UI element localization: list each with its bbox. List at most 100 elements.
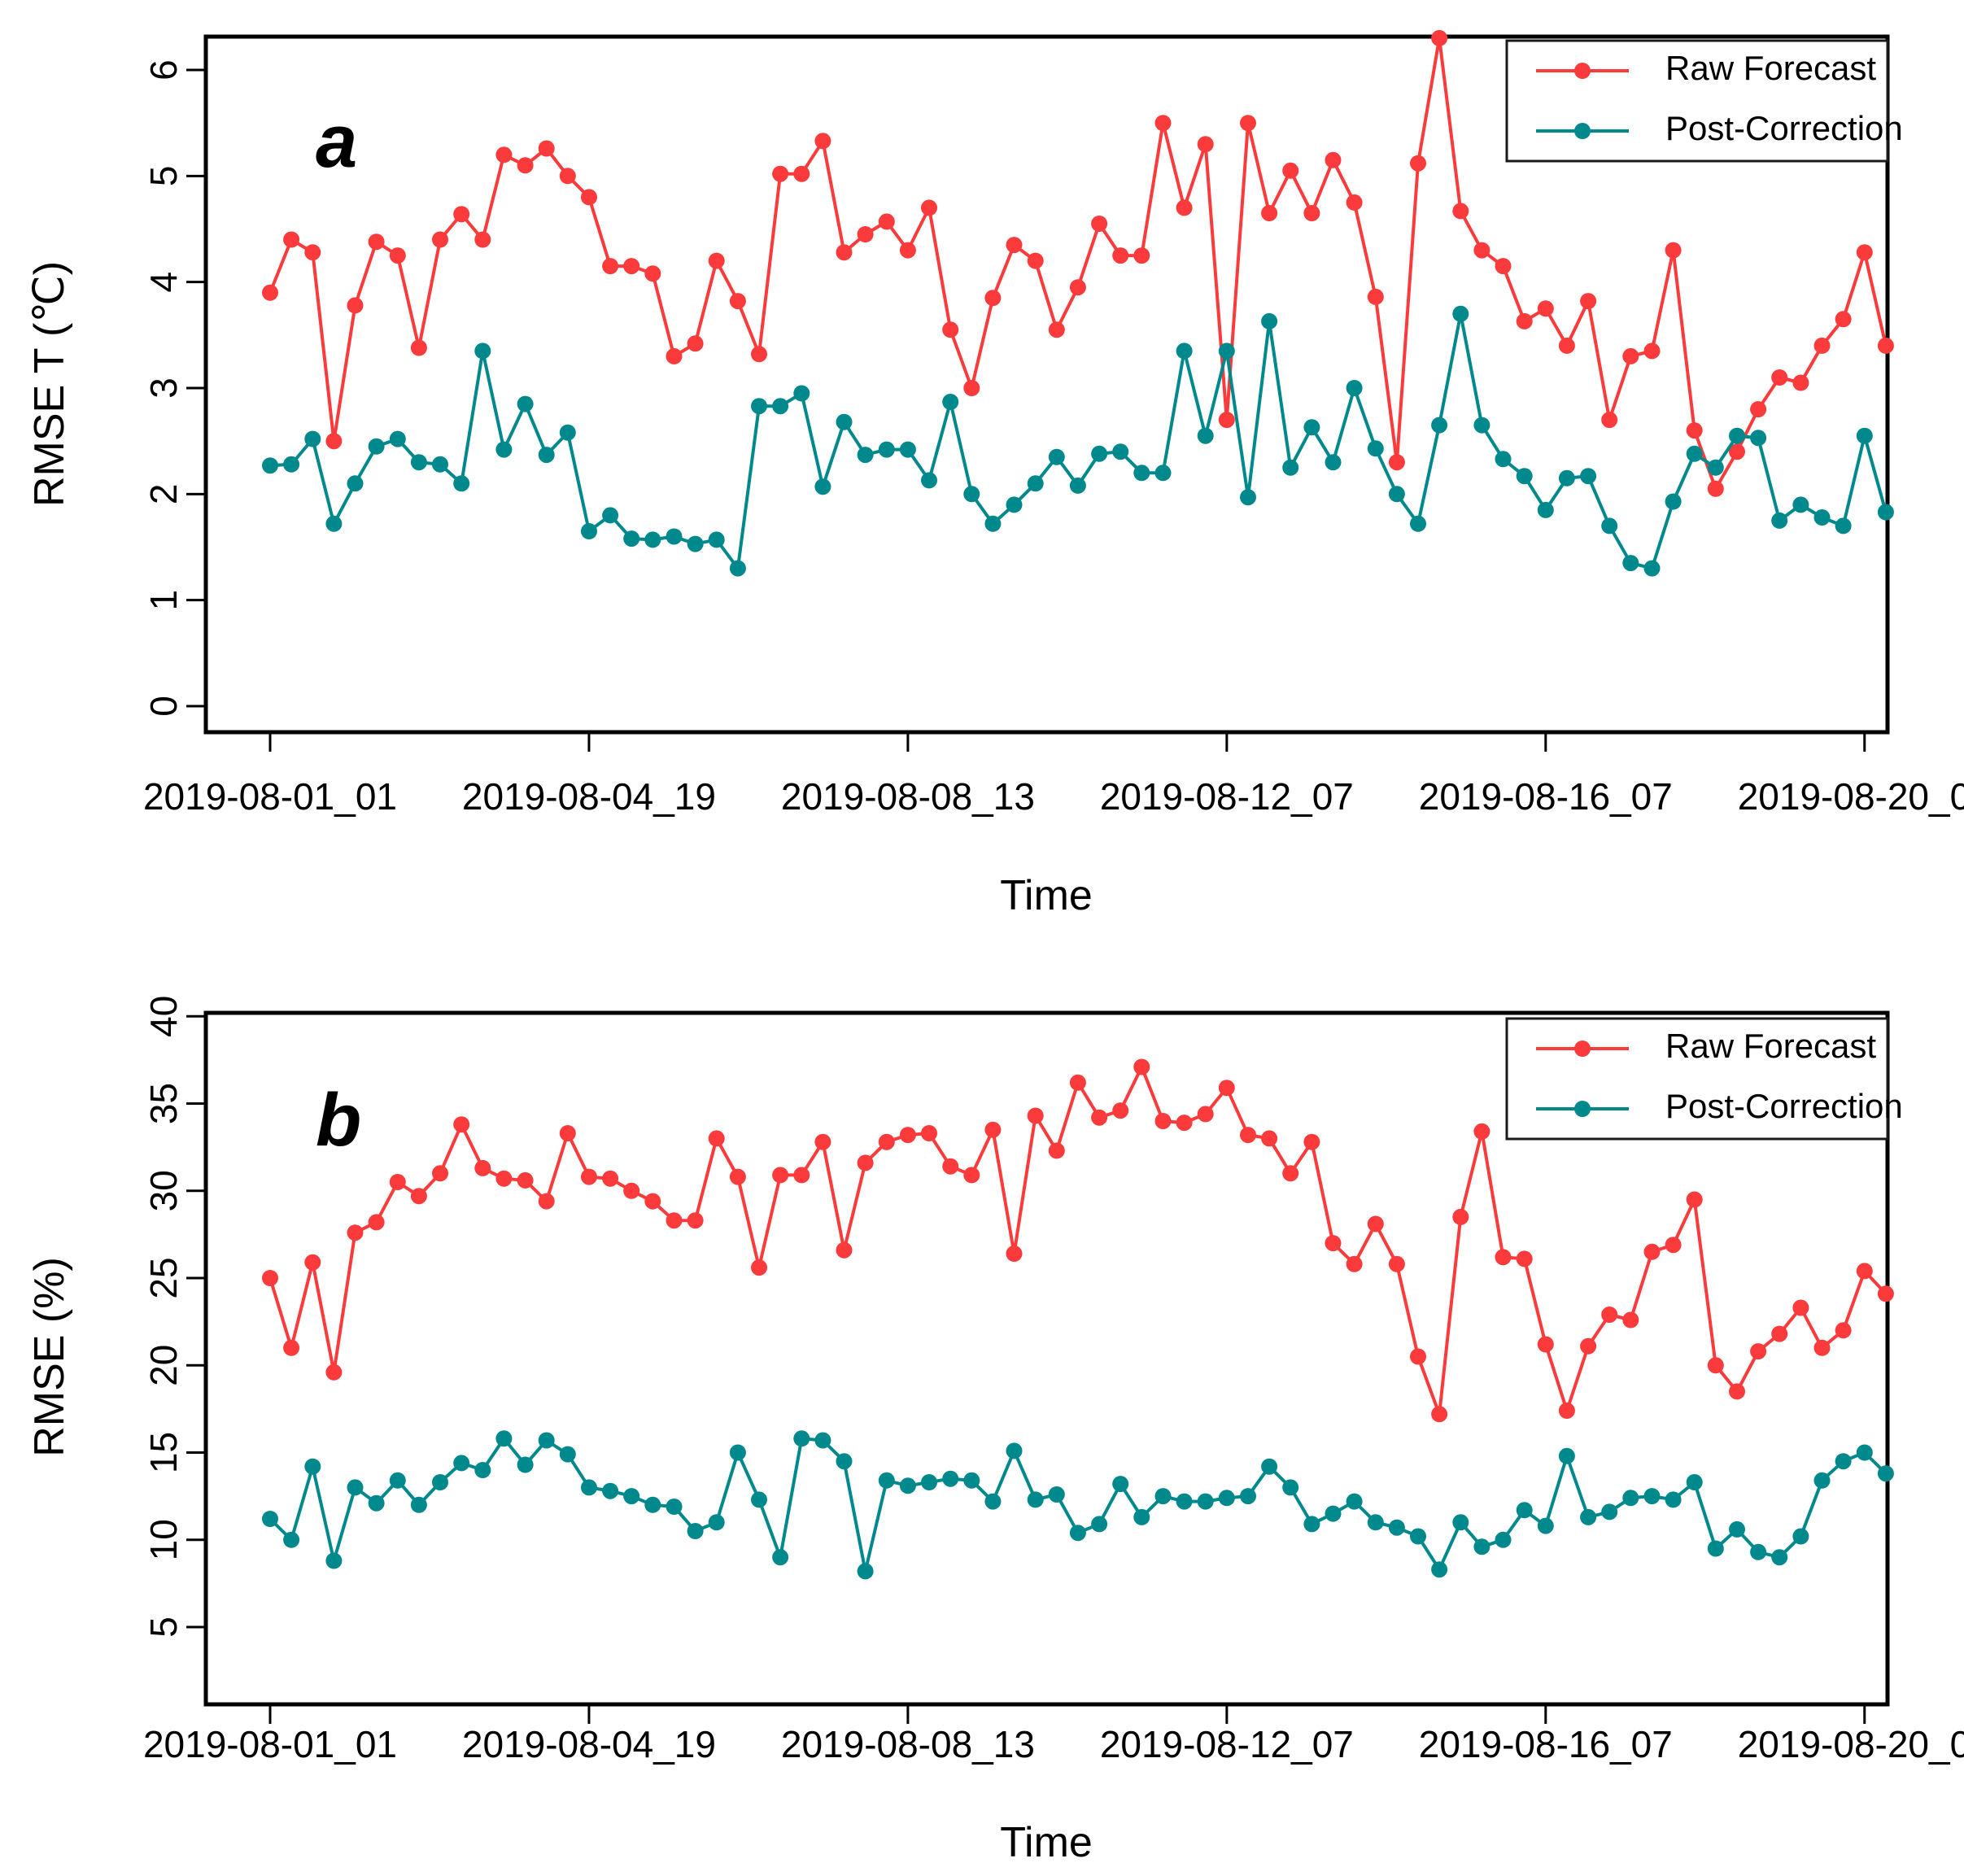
data-point xyxy=(1154,115,1172,132)
data-point xyxy=(1154,465,1172,482)
data-point xyxy=(814,1133,831,1150)
data-point xyxy=(984,1121,1002,1138)
x-tick-label: 2019-08-12_07 xyxy=(1100,775,1354,818)
data-point xyxy=(1006,1442,1023,1459)
data-point xyxy=(1069,1074,1086,1091)
data-point xyxy=(1580,1508,1597,1525)
data-point xyxy=(1473,242,1490,259)
data-point xyxy=(283,231,300,248)
data-point xyxy=(559,168,576,185)
data-point xyxy=(1750,1343,1767,1360)
data-point xyxy=(474,1159,491,1176)
data-point xyxy=(1133,465,1150,482)
data-point xyxy=(1856,427,1873,444)
data-point xyxy=(1856,1444,1873,1461)
data-point xyxy=(836,413,853,430)
data-point xyxy=(453,206,470,223)
data-point xyxy=(1410,1528,1426,1545)
data-point xyxy=(857,447,874,464)
data-point xyxy=(1622,1490,1639,1507)
data-point xyxy=(453,1116,470,1133)
data-point xyxy=(1325,151,1342,168)
data-point xyxy=(1771,512,1788,529)
data-point xyxy=(1601,1503,1618,1520)
data-point xyxy=(1112,1102,1129,1119)
data-point xyxy=(1282,1165,1299,1182)
y-tick-label: 5 xyxy=(142,166,185,187)
y-tick-label: 1 xyxy=(142,590,185,611)
data-point xyxy=(1176,199,1193,216)
data-point xyxy=(304,1254,321,1271)
data-point xyxy=(262,457,278,474)
data-point xyxy=(623,530,640,548)
data-point xyxy=(347,1479,364,1496)
data-point xyxy=(963,380,980,396)
data-point xyxy=(729,1168,746,1185)
data-point xyxy=(1048,1486,1065,1503)
data-point xyxy=(1495,1531,1512,1548)
data-point xyxy=(1729,427,1745,444)
data-point xyxy=(1431,1561,1448,1578)
data-point xyxy=(1112,443,1129,460)
y-tick-label: 25 xyxy=(142,1257,185,1298)
data-point xyxy=(1048,448,1065,465)
data-point xyxy=(921,472,937,489)
data-point xyxy=(1792,1299,1809,1316)
data-point xyxy=(623,258,640,275)
data-point xyxy=(814,478,831,495)
data-point xyxy=(1771,1325,1788,1342)
y-tick-label: 10 xyxy=(142,1519,185,1560)
data-point xyxy=(1176,1493,1193,1510)
data-point xyxy=(453,475,470,492)
data-point xyxy=(495,441,513,458)
data-point xyxy=(1197,1493,1214,1510)
data-point xyxy=(1240,489,1256,506)
data-point xyxy=(1367,1215,1384,1232)
data-point xyxy=(1516,468,1533,485)
data-point xyxy=(262,1270,278,1286)
data-point xyxy=(1069,477,1086,494)
panel-a: 0 1 2 3 4 5 6 2019-08-01_01 2019-08-04_19 2019-08… xyxy=(26,29,1964,919)
data-point xyxy=(1367,1514,1384,1531)
data-point xyxy=(1537,1517,1554,1534)
data-point xyxy=(1325,1505,1342,1522)
panel-letter: b xyxy=(316,1079,361,1162)
data-point xyxy=(1495,1249,1512,1266)
data-point xyxy=(410,1188,427,1205)
data-point xyxy=(772,165,789,182)
panel-b: 5 10 15 20 25 30 35 40 2019-08-01_01 2019-08-04_1… xyxy=(26,996,1964,1866)
data-point xyxy=(793,385,810,402)
y-tick-label: 3 xyxy=(142,377,185,399)
data-point xyxy=(1048,321,1065,338)
data-point xyxy=(1091,445,1108,462)
data-point xyxy=(1792,374,1809,391)
data-point xyxy=(708,531,725,548)
data-point xyxy=(453,1455,470,1472)
data-point xyxy=(1558,1447,1575,1464)
data-point xyxy=(1197,1106,1214,1123)
data-point xyxy=(581,1479,597,1496)
data-point xyxy=(1729,1520,1745,1538)
data-point xyxy=(772,1167,789,1184)
data-point xyxy=(942,1470,959,1487)
data-point xyxy=(1835,311,1852,328)
data-point xyxy=(432,1474,448,1490)
data-point xyxy=(1133,1058,1150,1075)
data-point xyxy=(857,226,874,242)
data-point xyxy=(1410,1348,1426,1365)
data-point xyxy=(1388,1255,1405,1272)
data-point xyxy=(814,1432,831,1449)
legend-label: Raw Forecast xyxy=(1665,1027,1876,1065)
data-point xyxy=(1580,1337,1597,1355)
data-point xyxy=(1495,451,1512,468)
data-point xyxy=(410,454,427,471)
data-point xyxy=(1707,1540,1724,1557)
data-point xyxy=(1240,1488,1256,1505)
data-point xyxy=(1707,480,1724,497)
x-tick-label: 2019-08-08_13 xyxy=(781,1723,1035,1765)
data-point xyxy=(687,335,704,352)
data-point xyxy=(666,1212,683,1229)
x-tick-label: 2019-08-01_01 xyxy=(143,1723,397,1765)
data-point xyxy=(410,1496,427,1513)
data-point xyxy=(836,1453,853,1470)
